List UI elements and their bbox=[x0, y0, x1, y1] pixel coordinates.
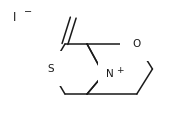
Text: N: N bbox=[106, 69, 114, 79]
Text: −: − bbox=[24, 7, 32, 17]
Text: I: I bbox=[13, 11, 17, 24]
Text: +: + bbox=[116, 66, 123, 75]
Text: S: S bbox=[47, 64, 53, 74]
Text: O: O bbox=[133, 39, 141, 49]
